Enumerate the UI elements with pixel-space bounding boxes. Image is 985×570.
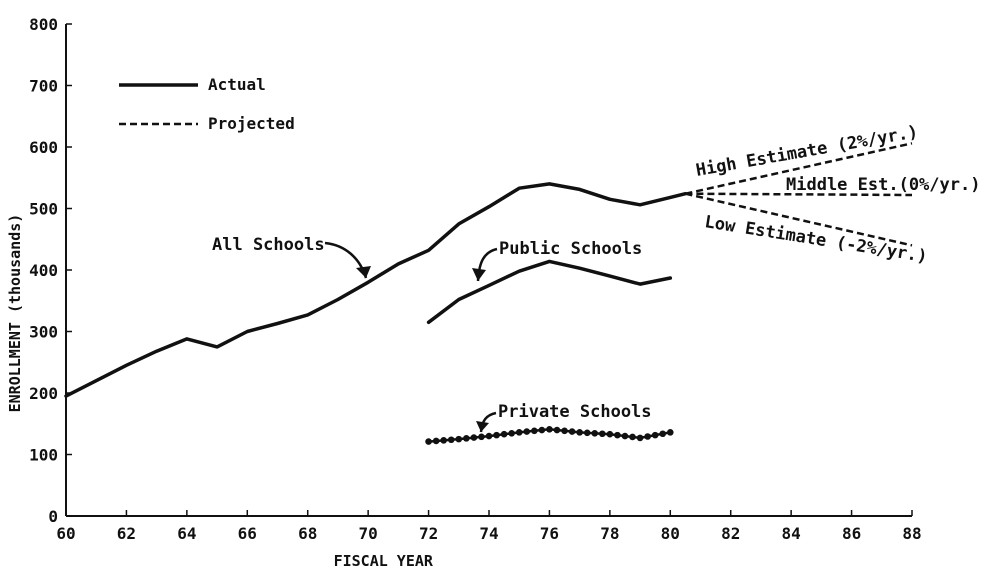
legend-label-actual: Actual (208, 75, 266, 94)
x-tick-label: 72 (419, 524, 438, 543)
x-tick-label: 78 (600, 524, 619, 543)
private-schools-point (508, 429, 515, 437)
arrowhead-icon (472, 268, 486, 281)
x-tick-label: 60 (56, 524, 75, 543)
private-schools-point (515, 429, 523, 436)
annotation-low-estimate-2-yr: Low Estimate (-2%/yr.) (703, 212, 929, 267)
private-schools-point (576, 429, 583, 436)
series-public-schools (426, 259, 673, 325)
private-schools-point (659, 430, 667, 438)
private-schools-point (651, 431, 659, 439)
private-schools-point (447, 436, 455, 444)
annotation-high-estimate-2-yr: High Estimate (2%/yr.) (694, 122, 919, 181)
series-layer (64, 142, 913, 445)
private-schools-point (546, 425, 553, 433)
private-schools-point (561, 427, 568, 435)
private-schools-point (614, 431, 621, 439)
x-tick-label: 70 (359, 524, 378, 543)
annotation-all-schools: All Schools (212, 235, 325, 255)
private-schools-point (425, 438, 432, 445)
private-schools-point (523, 428, 531, 435)
x-tick-label: 86 (842, 524, 861, 543)
x-tick-label: 82 (721, 524, 740, 543)
x-tick-label: 80 (661, 524, 680, 543)
y-tick-label: 300 (29, 323, 58, 342)
private-schools-point (621, 432, 629, 440)
y-tick-label: 800 (29, 15, 58, 34)
private-schools-point (440, 437, 447, 444)
private-schools-point (432, 437, 440, 445)
y-tick-label: 0 (48, 507, 58, 526)
private-schools-point (666, 429, 674, 436)
x-tick-label: 66 (238, 524, 257, 543)
y-tick-label: 400 (29, 261, 58, 280)
annotations: All Schools Public Schools Private Schools… (212, 122, 980, 433)
x-axis-title: FISCAL YEAR (334, 552, 434, 570)
x-tick-label: 68 (298, 524, 317, 543)
private-schools-point (485, 432, 493, 440)
series-low-estimate-2-yr (685, 192, 913, 247)
private-schools-point (478, 433, 485, 441)
y-tick-label: 700 (29, 77, 58, 96)
y-axis-title: ENROLLMENT (thousands) (6, 214, 24, 413)
y-tick-label: 100 (29, 446, 58, 465)
private-schools-point (599, 430, 606, 438)
x-tick-label: 64 (177, 524, 196, 543)
annotation-arrow (324, 241, 368, 279)
private-schools-point (538, 426, 546, 434)
y-tick-label: 500 (29, 200, 58, 219)
series-high-estimate-2-yr (685, 142, 913, 195)
private-schools-point (493, 431, 500, 439)
private-schools-point (591, 429, 599, 437)
private-schools-point (531, 427, 538, 435)
series-all-schools (64, 182, 688, 398)
private-schools-point (568, 428, 576, 435)
private-schools-point (553, 426, 561, 434)
legend: Actual Projected (119, 75, 295, 133)
annotation-middle-est-0-yr: Middle Est.(0%/yr.) (786, 175, 980, 195)
series-middle-est-0-yr (685, 192, 913, 197)
axes: 60 62 64 66 68 70 72 74 76 78 80 82 84 86 88 0 100 200 300… (29, 15, 922, 543)
private-schools-point (455, 435, 463, 443)
annotation-public-schools: Public Schools (499, 239, 642, 259)
x-tick-label: 84 (782, 524, 801, 543)
y-tick-label: 600 (29, 138, 58, 157)
x-tick-label: 88 (902, 524, 921, 543)
private-schools-point (606, 430, 614, 438)
private-schools-point (644, 433, 651, 440)
annotation-private-schools: Private Schools (498, 402, 652, 422)
x-tick-label: 62 (117, 524, 136, 543)
private-schools-point (583, 429, 591, 437)
private-schools-point (470, 434, 478, 441)
arrowhead-icon (356, 266, 371, 278)
arrowhead-icon (476, 421, 489, 432)
y-tick-label: 200 (29, 384, 58, 403)
private-schools-point (629, 433, 636, 441)
private-schools-point (636, 434, 644, 442)
private-schools-point (500, 430, 508, 438)
private-schools-point (463, 435, 470, 442)
x-tick-label: 74 (479, 524, 498, 543)
legend-label-projected: Projected (208, 114, 295, 133)
x-tick-label: 76 (540, 524, 559, 543)
